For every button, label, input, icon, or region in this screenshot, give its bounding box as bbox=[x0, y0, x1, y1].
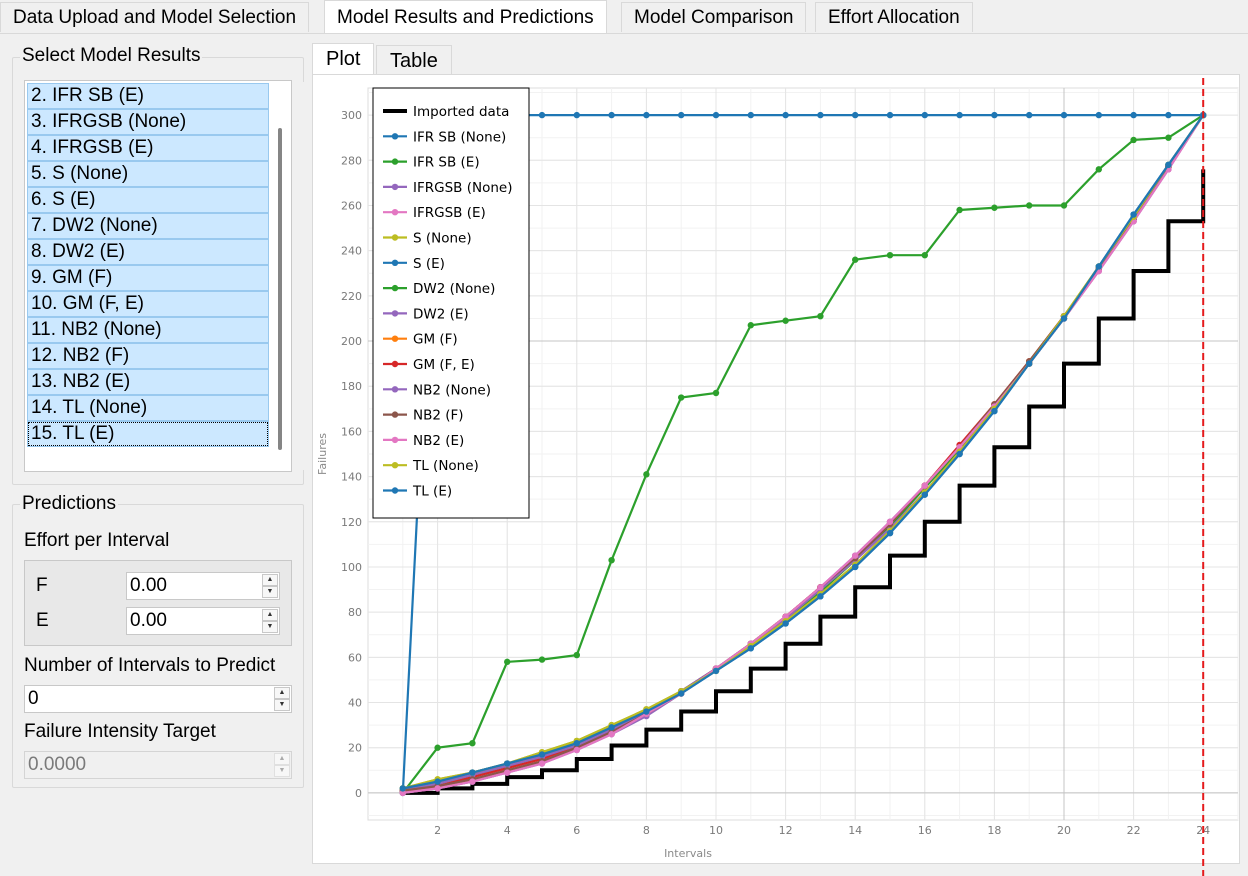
list-item[interactable]: 3. IFRGSB (None) bbox=[27, 109, 269, 135]
list-item[interactable]: 8. DW2 (E) bbox=[27, 239, 269, 265]
list-item[interactable]: 15. TL (E) bbox=[27, 421, 269, 447]
tab-model-results[interactable]: Model Results and Predictions bbox=[324, 0, 607, 34]
fit-value: 0.0000 bbox=[28, 754, 87, 775]
model-results-list[interactable]: 2. IFR SB (E) 3. IFRGSB (None) 4. IFRGSB (… bbox=[24, 80, 315, 472]
list-item[interactable]: 13. NB2 (E) bbox=[27, 369, 269, 395]
list-item[interactable]: 11. NB2 (None) bbox=[27, 317, 269, 343]
e-down-icon[interactable]: ▼ bbox=[262, 621, 278, 633]
list-item[interactable]: 7. DW2 (None) bbox=[27, 213, 269, 239]
fit-input[interactable]: 0.0000 ▲ ▼ bbox=[24, 751, 292, 779]
select-model-title: Select Model Results bbox=[20, 45, 203, 67]
e-label: E bbox=[36, 610, 49, 631]
tab-model-comparison[interactable]: Model Comparison bbox=[621, 2, 807, 32]
predictions-title: Predictions bbox=[20, 493, 118, 515]
tab-data-upload[interactable]: Data Upload and Model Selection bbox=[0, 2, 310, 32]
f-label: F bbox=[36, 575, 48, 596]
list-item[interactable]: 5. S (None) bbox=[27, 161, 269, 187]
fit-label: Failure Intensity Target bbox=[24, 721, 216, 742]
e-up-icon[interactable]: ▲ bbox=[262, 609, 278, 621]
list-item[interactable]: 12. NB2 (F) bbox=[27, 343, 269, 369]
list-item[interactable]: 6. S (E) bbox=[27, 187, 269, 213]
intervals-down-icon[interactable]: ▼ bbox=[274, 699, 290, 711]
predictions-group bbox=[12, 504, 304, 788]
f-down-icon[interactable]: ▼ bbox=[262, 586, 278, 598]
fit-up-icon[interactable]: ▲ bbox=[274, 753, 290, 765]
fit-down-icon[interactable]: ▼ bbox=[274, 765, 290, 777]
subtab-table[interactable]: Table bbox=[376, 45, 452, 75]
list-item[interactable]: 9. GM (F) bbox=[27, 265, 269, 291]
list-item[interactable]: 2. IFR SB (E) bbox=[27, 83, 269, 109]
e-effort-value: 0.00 bbox=[130, 610, 167, 631]
f-effort-value: 0.00 bbox=[130, 575, 167, 596]
list-item[interactable]: 4. IFRGSB (E) bbox=[27, 135, 269, 161]
list-item[interactable]: 10. GM (F, E) bbox=[27, 291, 269, 317]
e-effort-input[interactable]: 0.00 ▲ ▼ bbox=[126, 607, 280, 635]
intervals-label: Number of Intervals to Predict bbox=[24, 655, 276, 676]
list-item[interactable]: 14. TL (None) bbox=[27, 395, 269, 421]
tab-effort-allocation[interactable]: Effort Allocation bbox=[815, 2, 973, 32]
list-scroll-thumb[interactable] bbox=[278, 128, 282, 450]
plot-frame bbox=[312, 74, 1240, 864]
list-scrollbar[interactable] bbox=[295, 82, 315, 470]
intervals-up-icon[interactable]: ▲ bbox=[274, 687, 290, 699]
effort-label: Effort per Interval bbox=[24, 530, 170, 551]
subtab-plot[interactable]: Plot bbox=[312, 43, 375, 75]
intervals-value: 0 bbox=[28, 688, 39, 709]
intervals-input[interactable]: 0 ▲ ▼ bbox=[24, 685, 292, 713]
f-up-icon[interactable]: ▲ bbox=[262, 574, 278, 586]
main-tab-bar: Data Upload and Model Selection Model Re… bbox=[0, 0, 1248, 34]
f-effort-input[interactable]: 0.00 ▲ ▼ bbox=[126, 572, 280, 600]
